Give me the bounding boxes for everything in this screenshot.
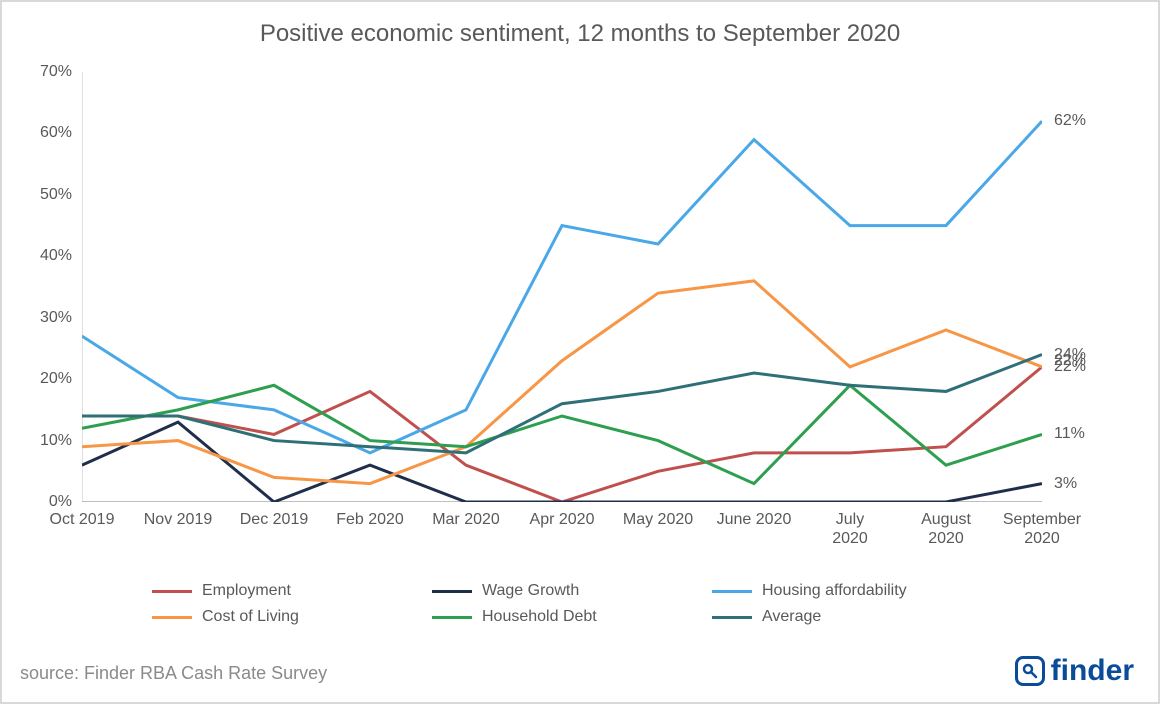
legend-swatch — [712, 616, 752, 619]
brand-text: finder — [1051, 654, 1134, 688]
end-label: 24% — [1054, 346, 1086, 364]
legend-swatch — [432, 590, 472, 593]
legend-item: Average — [712, 608, 992, 626]
x-tick: Feb 2020 — [336, 510, 404, 529]
y-tick: 0% — [22, 493, 72, 511]
legend-label: Household Debt — [482, 608, 597, 626]
x-tick: Dec 2019 — [240, 510, 309, 529]
x-tick: June 2020 — [717, 510, 792, 529]
x-tick: Mar 2020 — [432, 510, 500, 529]
y-tick: 70% — [22, 63, 72, 81]
legend-label: Housing affordability — [762, 582, 907, 600]
x-tick: Apr 2020 — [530, 510, 595, 529]
series-cost-of-living — [82, 281, 1042, 484]
legend-swatch — [712, 590, 752, 593]
legend-item: Wage Growth — [432, 582, 712, 600]
y-tick: 10% — [22, 432, 72, 450]
y-tick: 30% — [22, 309, 72, 327]
legend-item: Household Debt — [432, 608, 712, 626]
legend-item: Employment — [152, 582, 432, 600]
source-text: source: Finder RBA Cash Rate Survey — [20, 663, 327, 684]
legend-swatch — [152, 590, 192, 593]
end-label: 3% — [1054, 475, 1077, 493]
brand-logo: finder — [1015, 654, 1134, 688]
series-wage-growth — [82, 422, 1042, 502]
x-tick: July 2020 — [832, 510, 868, 548]
y-tick: 60% — [22, 124, 72, 142]
chart-container: Positive economic sentiment, 12 months t… — [0, 0, 1160, 704]
y-tick: 20% — [22, 370, 72, 388]
x-tick: Nov 2019 — [144, 510, 213, 529]
end-label: 62% — [1054, 112, 1086, 130]
legend-item: Cost of Living — [152, 608, 432, 626]
plot-area: 0%10%20%30%40%50%60%70% Oct 2019Nov 2019… — [82, 72, 1042, 502]
legend: Employment Wage Growth Housing affordabili… — [152, 582, 1012, 634]
legend-swatch — [152, 616, 192, 619]
legend-label: Average — [762, 608, 821, 626]
magnify-icon — [1015, 656, 1045, 686]
end-label: 11% — [1054, 425, 1085, 443]
y-tick: 40% — [22, 247, 72, 265]
x-tick: September 2020 — [1003, 510, 1081, 548]
series-household-debt — [82, 385, 1042, 483]
legend-swatch — [432, 616, 472, 619]
x-tick: August 2020 — [921, 510, 971, 548]
legend-label: Employment — [202, 582, 291, 600]
chart-title: Positive economic sentiment, 12 months t… — [2, 20, 1158, 48]
y-tick: 50% — [22, 186, 72, 204]
legend-item: Housing affordability — [712, 582, 992, 600]
data-lines — [82, 72, 1042, 502]
x-tick: May 2020 — [623, 510, 693, 529]
legend-label: Cost of Living — [202, 608, 299, 626]
legend-label: Wage Growth — [482, 582, 579, 600]
x-tick: Oct 2019 — [50, 510, 115, 529]
